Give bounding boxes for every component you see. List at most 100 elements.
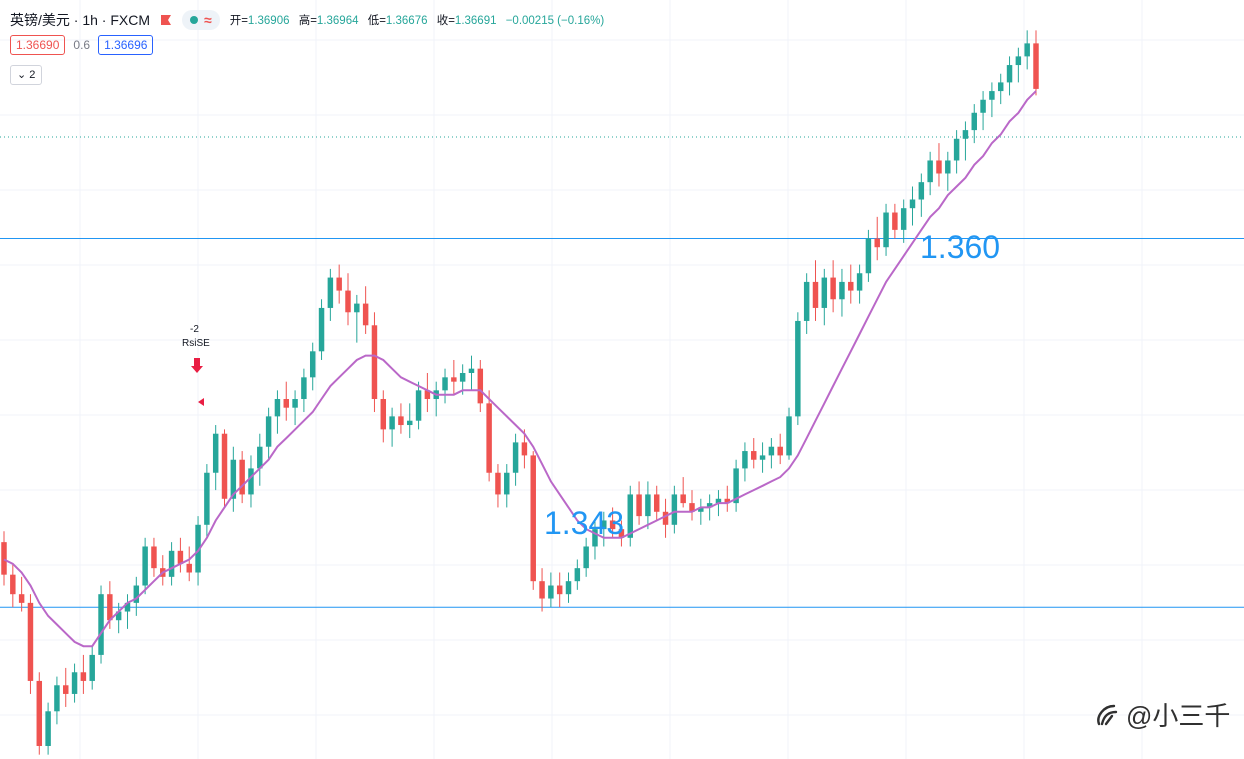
candle-body [724,498,731,504]
red-flag-icon[interactable] [160,14,172,26]
candle-body [945,160,951,174]
candle [909,186,916,226]
candle [1,531,7,586]
candle [168,542,175,586]
candle-body [883,212,889,248]
candle [830,260,836,313]
small-arrow-icon [198,398,204,406]
candle [892,203,898,239]
candle-body [54,685,60,712]
candle-body [592,529,598,547]
candle-body [221,433,228,499]
level-lines [0,238,1244,608]
candle [495,464,501,508]
candle-body [989,91,995,100]
candle-body [195,524,201,573]
candle [918,173,925,217]
candle-body [63,685,69,694]
candle [874,216,880,261]
candle-body [777,446,783,456]
candle [839,268,845,317]
candle [442,368,448,404]
candle-body [874,238,880,248]
candle-body [662,511,669,525]
candle [345,273,351,326]
candle-body [848,281,854,291]
candle [283,381,289,421]
candle [151,537,157,577]
signal-count: -2 [190,324,199,335]
candle [927,151,933,196]
candle [1006,56,1013,96]
ask-price-button[interactable]: 1.36696 [98,35,154,55]
candle-body [601,520,607,530]
candle [142,537,148,595]
candle-body [230,459,237,499]
candle [265,407,272,460]
candle-body [301,377,307,400]
chart-header: 英镑/美元 · 1h · FXCM ≈ 开=1.36906 高=1.36964 … [10,10,610,30]
candle-body [468,368,475,373]
candle [856,264,863,304]
candle-body [997,82,1004,92]
candle-body [583,546,589,569]
candle-body [927,160,933,183]
candle [415,381,422,430]
candle-body [971,112,977,131]
candle-body [451,377,457,382]
candle-body [1015,56,1022,66]
candle-body [257,446,263,469]
bid-price-button[interactable]: 1.36690 [10,35,66,55]
candle [71,663,78,703]
spread-value: 0.6 [73,38,91,52]
candle [609,507,616,538]
candle [98,585,104,664]
candle [468,355,475,391]
moving-average-line [3,90,1037,648]
candle-body [327,277,334,308]
candle-body [627,494,633,538]
candle [848,264,854,304]
candle-body [292,399,298,408]
candle [636,481,642,525]
candle [521,429,528,469]
candle [54,676,60,725]
candle [698,498,704,525]
candle [336,264,342,304]
candle-body [309,351,316,378]
resistance-label: 1.360 [920,229,1000,265]
candle [407,403,413,439]
candle-body [689,503,695,512]
candle-body [151,546,157,569]
candle [768,438,775,469]
signal-name: RsiSE [182,338,210,349]
compare-toggle[interactable]: ≈ [182,10,220,30]
candle [539,568,545,612]
candle-body [477,368,484,404]
candle-body [795,320,801,417]
indicator-toggle[interactable]: ⌄ 2 [10,65,43,85]
candle-body [830,277,836,300]
candle-body [204,472,210,525]
candle-body [459,372,466,382]
candle-body [539,581,545,599]
candle-body [821,277,828,308]
candle-body [548,585,554,599]
candle-body [936,160,942,174]
candle-body [45,711,51,746]
candle [662,498,669,538]
candle-body [715,498,722,504]
candle [10,563,16,608]
candle [248,455,254,508]
candle [865,229,872,282]
candle [477,359,484,413]
candle-body [362,303,369,326]
symbol-title[interactable]: 英镑/美元 · 1h · FXCM [10,12,151,28]
status-dot-icon [190,16,199,24]
candle-body [27,602,34,681]
candle [971,104,977,144]
candle-body [645,494,651,517]
candle [724,485,731,512]
candle [645,481,651,530]
